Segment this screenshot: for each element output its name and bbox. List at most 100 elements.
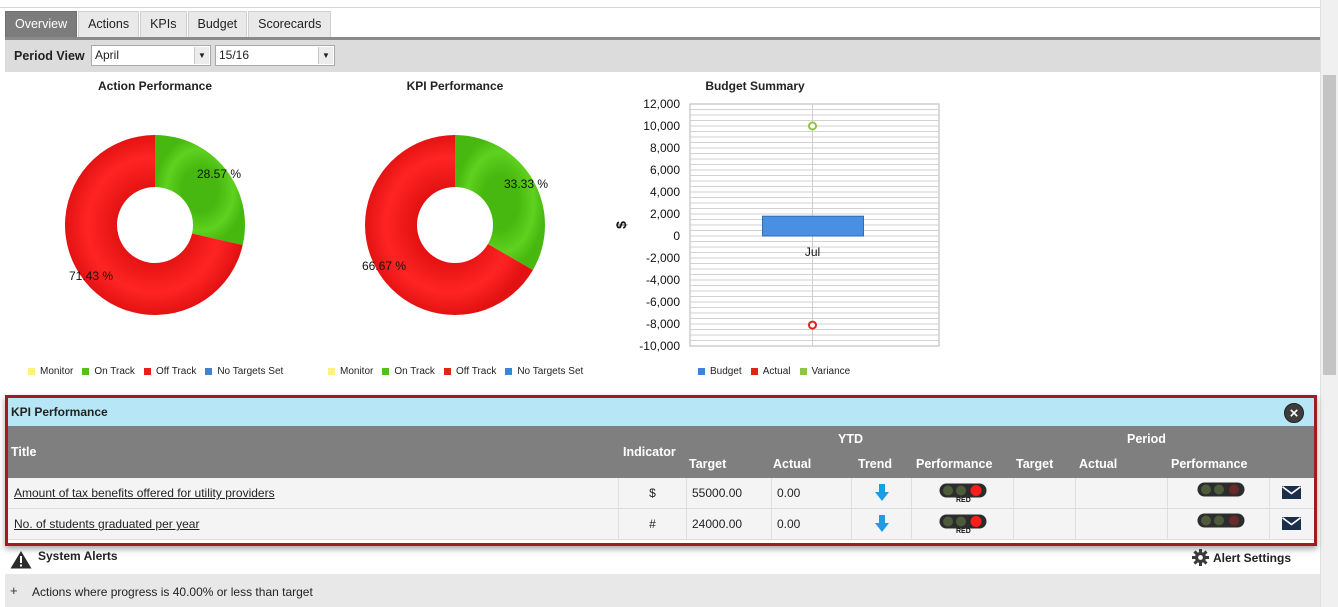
- kpi-title-link[interactable]: Amount of tax benefits offered for utili…: [8, 478, 619, 508]
- warning-icon: [10, 551, 32, 569]
- header-indicator[interactable]: Indicator: [623, 445, 676, 459]
- budget-summary-chart: 12,000 10,000 8,000 6,000 4,000 2,000 0 -2,000 -…: [613, 97, 940, 353]
- kpi-performance-chart-title: KPI Performance: [406, 79, 504, 93]
- y-axis-label: $: [613, 221, 629, 229]
- alert-settings-button[interactable]: Alert Settings: [1192, 549, 1291, 566]
- trend-down-arrow-icon: [875, 515, 889, 532]
- tab-overview[interactable]: Overview: [5, 11, 78, 37]
- legend-label: Off Track: [455, 366, 497, 377]
- legend-swatch: [505, 368, 513, 375]
- legend-label: Monitor: [340, 366, 374, 377]
- tab-budget[interactable]: Budget: [187, 11, 248, 37]
- kpi-table-header: Title Indicator YTD Period Target Actual…: [8, 426, 1314, 478]
- period-performance-cell: [1168, 478, 1270, 508]
- trend-cell: [852, 478, 912, 508]
- legend-item-monitor: Monitor: [28, 366, 73, 377]
- y-tick-label: 10,000: [643, 119, 680, 133]
- chevron-down-icon[interactable]: ▼: [318, 47, 333, 64]
- email-icon[interactable]: [1282, 486, 1301, 499]
- legend-swatch: [750, 368, 758, 375]
- legend-swatch: [328, 368, 335, 375]
- system-alerts-header: System Alerts Alert Settings: [5, 546, 1320, 574]
- kpi-panel-header: KPI Performance ×: [8, 398, 1314, 426]
- legend-item-variance: Variance: [799, 366, 850, 377]
- year-select[interactable]: 15/16 ▼: [215, 45, 335, 66]
- header-period-actual[interactable]: Actual: [1079, 457, 1118, 471]
- header-ytd-target[interactable]: Target: [689, 457, 727, 471]
- table-row: Amount of tax benefits offered for utili…: [8, 478, 1314, 509]
- email-cell: [1270, 478, 1314, 508]
- traffic-light-off-icon: [1197, 513, 1245, 528]
- kpi-performance-legend: Monitor On Track Off Track No Targets Set: [328, 366, 592, 377]
- legend-label: Off Track: [155, 366, 197, 377]
- period-performance-cell: [1168, 509, 1270, 539]
- header-ytd-actual[interactable]: Actual: [773, 457, 812, 471]
- tab-underline: [5, 37, 1320, 40]
- period-target-cell: [1014, 509, 1076, 539]
- month-select-value: April: [95, 48, 120, 62]
- action-off-track-label: 71.43 %: [69, 269, 114, 283]
- legend-swatch: [799, 368, 807, 375]
- legend-label: On Track: [94, 366, 135, 377]
- trend-down-arrow-icon: [875, 484, 889, 501]
- actual-point: [808, 320, 817, 330]
- chevron-down-icon[interactable]: ▼: [194, 47, 209, 64]
- kpi-title-link[interactable]: No. of students graduated per year: [8, 509, 619, 539]
- y-tick-label: 8,000: [650, 141, 680, 155]
- legend-label: Actual: [762, 366, 791, 377]
- period-view-label: Period View: [14, 49, 85, 63]
- header-title[interactable]: Title: [11, 445, 37, 459]
- legend-label: On Track: [394, 366, 435, 377]
- header-period: Period: [1127, 432, 1166, 446]
- legend-swatch: [443, 368, 451, 375]
- y-tick-label: -8,000: [646, 317, 680, 331]
- kpi-on-track-label: 33.33 %: [504, 177, 549, 191]
- legend-label: No Targets Set: [217, 366, 284, 377]
- ytd-actual-cell: 0.00: [772, 509, 852, 539]
- tab-scorecards[interactable]: Scorecards: [248, 11, 332, 37]
- donut-slice-on-track: [455, 135, 545, 270]
- close-icon[interactable]: ×: [1284, 403, 1304, 423]
- action-performance-title: Action Performance: [97, 79, 213, 93]
- indicator-cell: #: [619, 509, 687, 539]
- ytd-target-cell: 55000.00: [687, 478, 772, 508]
- legend-swatch: [382, 368, 390, 375]
- status-label: RED: [956, 528, 971, 535]
- tab-kpis[interactable]: KPIs: [140, 11, 187, 37]
- month-select[interactable]: April ▼: [91, 45, 211, 66]
- header-period-performance[interactable]: Performance: [1171, 457, 1248, 471]
- legend-swatch: [143, 368, 151, 375]
- kpi-panel-title: KPI Performance: [11, 405, 108, 419]
- status-label: RED: [956, 497, 971, 504]
- header-trend[interactable]: Trend: [858, 457, 893, 471]
- legend-item-on-track: On Track: [82, 366, 135, 377]
- header-period-target[interactable]: Target: [1016, 457, 1054, 471]
- expand-icon[interactable]: +: [10, 583, 18, 598]
- legend-item-on-track: On Track: [382, 366, 435, 377]
- ytd-target-cell: 24000.00: [687, 509, 772, 539]
- legend-item-budget: Budget: [698, 366, 742, 377]
- y-tick-label: 0: [673, 229, 680, 243]
- legend-item-monitor: Monitor: [328, 366, 373, 377]
- header-ytd-performance[interactable]: Performance: [916, 457, 993, 471]
- system-alerts-title: System Alerts: [38, 549, 118, 563]
- alert-settings-label: Alert Settings: [1213, 550, 1292, 565]
- top-strip: [0, 0, 1320, 8]
- vertical-scrollbar[interactable]: [1320, 0, 1338, 607]
- list-item[interactable]: + Actions where progress is 40.00% or le…: [5, 574, 1320, 607]
- period-target-cell: [1014, 478, 1076, 508]
- donut-slice-off-track: [365, 135, 533, 315]
- tab-actions[interactable]: Actions: [78, 11, 140, 37]
- tab-bar: Overview Actions KPIs Budget Scorecards: [5, 11, 332, 37]
- y-tick-label: 12,000: [643, 97, 680, 111]
- variance-point: [808, 121, 817, 131]
- legend-item-actual: Actual: [750, 366, 791, 377]
- scrollbar-thumb[interactable]: [1323, 75, 1336, 375]
- ytd-actual-cell: 0.00: [772, 478, 852, 508]
- y-tick-label: 4,000: [650, 185, 680, 199]
- legend-swatch: [698, 368, 705, 375]
- traffic-light-red-icon: [939, 483, 987, 498]
- system-alerts-section: System Alerts Alert Settings + Actions w…: [5, 546, 1320, 607]
- ytd-performance-cell: RED: [912, 509, 1014, 539]
- email-icon[interactable]: [1282, 517, 1301, 530]
